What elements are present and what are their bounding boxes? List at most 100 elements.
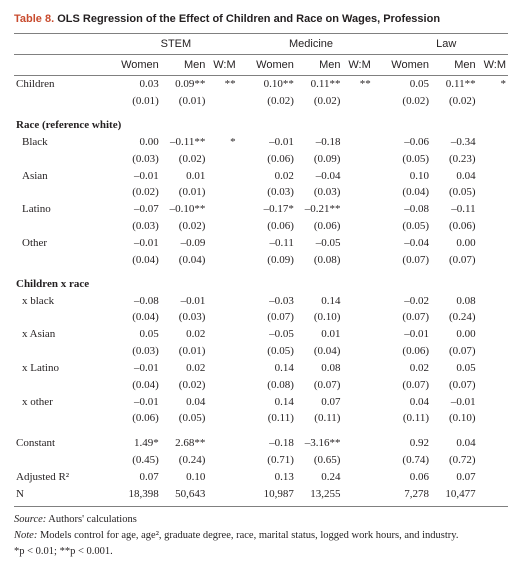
row-label-blank xyxy=(14,218,114,235)
table-cell: –0.05 xyxy=(296,235,343,252)
row-label: x black xyxy=(14,293,114,310)
table-gap xyxy=(373,168,385,185)
table-cell: 0.05 xyxy=(384,76,431,93)
table-cell: (0.24) xyxy=(431,309,478,326)
table-cell: –0.01 xyxy=(114,235,161,252)
table-gap xyxy=(373,394,385,411)
table-cell xyxy=(207,435,237,452)
table-cell xyxy=(478,486,508,506)
table-cell: 0.02 xyxy=(161,360,208,377)
table-cell: –0.01 xyxy=(114,168,161,185)
table-cell: 0.05 xyxy=(114,326,161,343)
row-label-blank xyxy=(14,309,114,326)
table-gap xyxy=(238,93,250,110)
table-cell: (0.11) xyxy=(249,410,296,427)
table-cell: 0.04 xyxy=(384,394,431,411)
table-cell: –0.06 xyxy=(384,134,431,151)
table-gap xyxy=(373,218,385,235)
table-cell xyxy=(478,435,508,452)
table-cell: (0.02) xyxy=(384,93,431,110)
section-header: Children x race xyxy=(14,269,508,293)
col-header: Women xyxy=(249,55,296,76)
table-cell: –0.17* xyxy=(249,201,296,218)
table-cell: (0.05) xyxy=(161,410,208,427)
table-gap xyxy=(373,235,385,252)
table-gap xyxy=(238,201,250,218)
source-text: Authors' calculations xyxy=(46,514,137,525)
col-header: Men xyxy=(296,55,343,76)
table-cell: –0.01 xyxy=(431,394,478,411)
table-gap xyxy=(238,134,250,151)
table-cell: (0.10) xyxy=(431,410,478,427)
table-cell xyxy=(207,293,237,310)
table-gap xyxy=(373,76,385,93)
table-cell: 0.14 xyxy=(296,293,343,310)
significance-note: *p < 0.01; **p < 0.001. xyxy=(14,545,508,559)
table-cell: (0.03) xyxy=(114,151,161,168)
table-gap xyxy=(373,309,385,326)
table-cell: 0.14 xyxy=(249,394,296,411)
table-cell xyxy=(478,134,508,151)
table-cell: 10,477 xyxy=(431,486,478,506)
table-cell: –3.16** xyxy=(296,435,343,452)
table-cell: (0.02) xyxy=(114,184,161,201)
table-cell: –0.11 xyxy=(431,201,478,218)
table-cell: (0.06) xyxy=(114,410,161,427)
table-title-text: OLS Regression of the Effect of Children… xyxy=(57,13,440,25)
table-cell xyxy=(207,469,237,486)
table-cell xyxy=(478,235,508,252)
table-cell xyxy=(207,394,237,411)
table-cell: (0.01) xyxy=(114,93,161,110)
table-gap xyxy=(373,93,385,110)
table-cell xyxy=(342,326,372,343)
table-cell: (0.02) xyxy=(296,93,343,110)
col-header: W:M xyxy=(342,55,372,76)
table-cell: (0.04) xyxy=(161,252,208,269)
table-cell: –0.09 xyxy=(161,235,208,252)
table-cell: 2.68** xyxy=(161,435,208,452)
table-cell xyxy=(478,309,508,326)
table-cell xyxy=(342,343,372,360)
table-cell: (0.03) xyxy=(296,184,343,201)
table-cell: (0.03) xyxy=(161,309,208,326)
table-cell: 0.07 xyxy=(114,469,161,486)
table-cell: (0.06) xyxy=(384,343,431,360)
header-cols-row: Women Men W:M Women Men W:M Women Men W:… xyxy=(14,55,508,76)
table-cell: (0.02) xyxy=(161,218,208,235)
row-label-blank xyxy=(14,151,114,168)
table-cell: (0.06) xyxy=(296,218,343,235)
table-cell xyxy=(478,293,508,310)
table-cell xyxy=(342,93,372,110)
table-cell xyxy=(342,360,372,377)
table-cell xyxy=(207,252,237,269)
table-cell: (0.04) xyxy=(114,377,161,394)
table-cell: –0.11** xyxy=(161,134,208,151)
table-cell: (0.03) xyxy=(114,218,161,235)
table-cell: 0.07 xyxy=(296,394,343,411)
table-body: Children0.030.09****0.10**0.11****0.050.… xyxy=(14,76,508,506)
table-cell: (0.04) xyxy=(114,252,161,269)
table-cell xyxy=(478,326,508,343)
row-label-blank xyxy=(14,184,114,201)
row-label-blank xyxy=(14,410,114,427)
col-header: Men xyxy=(161,55,208,76)
table-cell: (0.07) xyxy=(249,309,296,326)
table-cell xyxy=(207,184,237,201)
table-cell xyxy=(478,469,508,486)
table-cell xyxy=(478,218,508,235)
table-cell: ** xyxy=(342,76,372,93)
table-cell xyxy=(342,435,372,452)
table-cell xyxy=(207,377,237,394)
col-header: W:M xyxy=(478,55,508,76)
table-cell: –0.08 xyxy=(114,293,161,310)
table-cell: (0.07) xyxy=(384,309,431,326)
table-cell: (0.11) xyxy=(384,410,431,427)
table-gap xyxy=(238,309,250,326)
table-cell: (0.24) xyxy=(161,452,208,469)
table-cell: 10,987 xyxy=(249,486,296,506)
table-cell: 0.00 xyxy=(431,235,478,252)
table-cell: (0.01) xyxy=(161,184,208,201)
table-cell: * xyxy=(478,76,508,93)
row-label: Latino xyxy=(14,201,114,218)
row-label: Children xyxy=(14,76,114,93)
